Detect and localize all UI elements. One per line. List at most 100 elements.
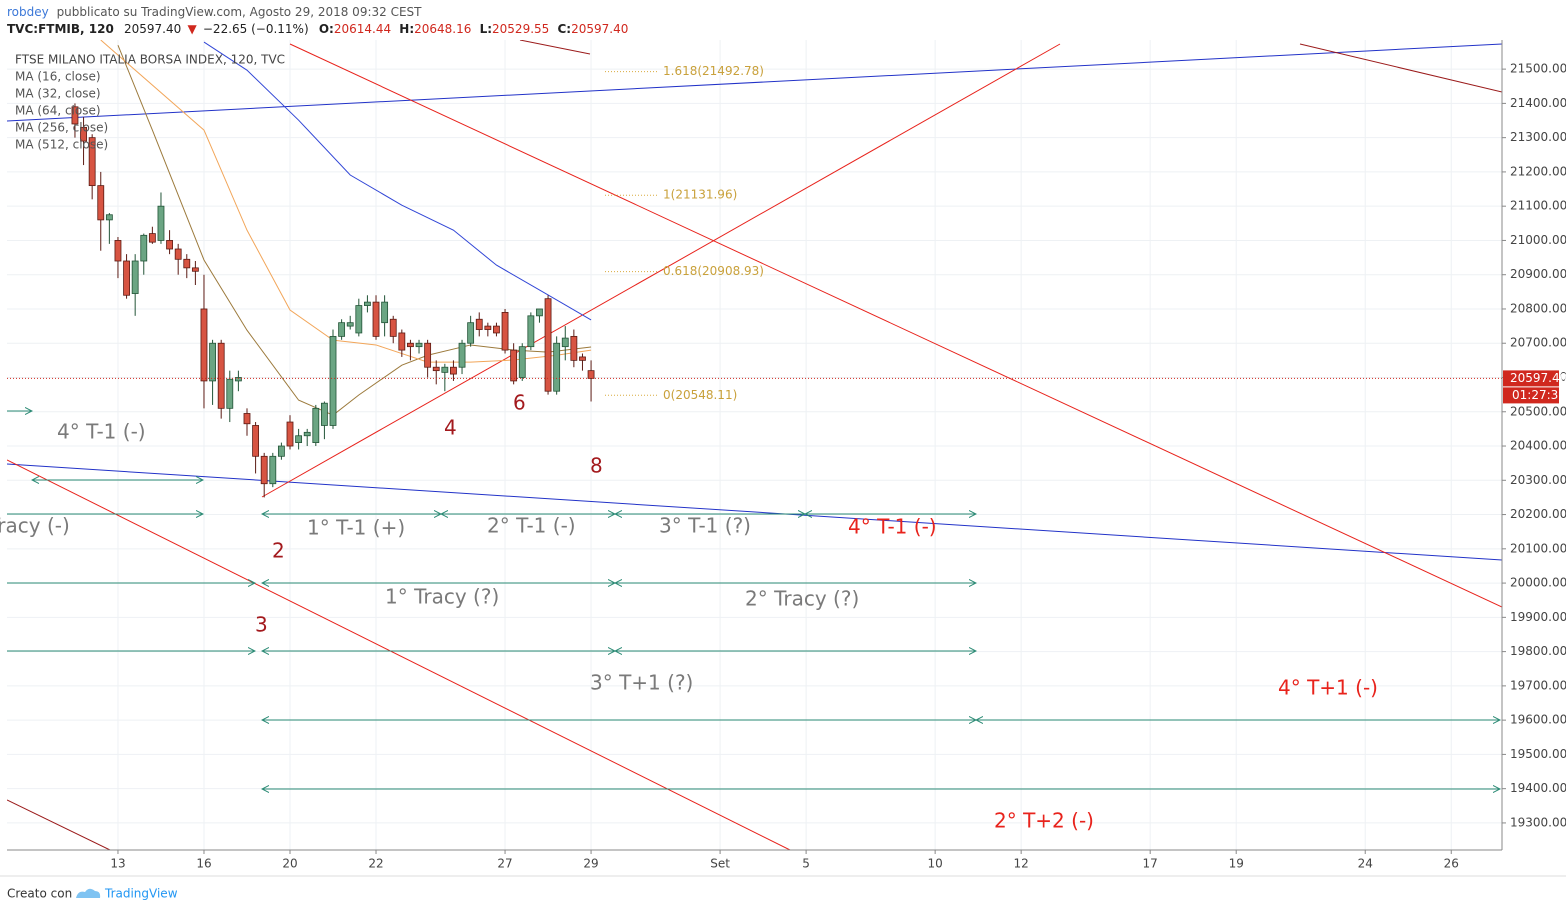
fib-label: 1.618(21492.78) — [663, 64, 764, 78]
x-tick-label: 27 — [497, 857, 512, 871]
annotation: 1° T-1 (+) — [307, 516, 405, 540]
candle-body — [570, 335, 578, 361]
x-tick-label: 5 — [802, 857, 810, 871]
candle-body — [166, 240, 173, 250]
h-label: H: — [399, 22, 414, 36]
published: pubblicato su TradingView.com, Agosto 29… — [57, 5, 423, 19]
candle-body — [389, 318, 397, 337]
candle-body — [398, 332, 406, 351]
trend-line — [7, 43, 1502, 122]
candle-body — [286, 421, 294, 447]
header-line: robdey pubblicato su TradingView.com, Ag… — [7, 5, 422, 19]
candle-body — [484, 325, 492, 330]
x-tick-label: 22 — [368, 857, 383, 871]
trend-line — [519, 40, 591, 55]
candle-body — [475, 318, 483, 330]
annotation: Tracy (-) — [0, 514, 70, 538]
legend-entry: MA (256, close) — [15, 121, 108, 135]
candle-body — [424, 342, 432, 368]
candle-body — [80, 126, 87, 142]
y-tick-label: 19600.00 — [1510, 713, 1566, 727]
candle-body — [200, 308, 208, 382]
grid — [7, 40, 1502, 850]
o-value: 20614.44 — [334, 22, 391, 36]
candle-body — [71, 106, 79, 125]
y-tick-label: 20100.00 — [1510, 541, 1566, 555]
x-tick-label: 26 — [1444, 857, 1459, 871]
y-tick-label: 21300.00 — [1510, 130, 1566, 144]
candle-body — [544, 298, 552, 392]
candle-body — [105, 214, 113, 221]
y-tick-label: 19800.00 — [1510, 644, 1566, 658]
candle-body — [372, 301, 380, 337]
annotation: 2° T+2 (-) — [994, 809, 1094, 833]
x-tick-label: 17 — [1143, 857, 1158, 871]
x-tick-label: 13 — [110, 857, 125, 871]
wave-label: 2 — [272, 539, 285, 563]
y-tick-label: 21100.00 — [1510, 199, 1566, 213]
x-tick-label: 12 — [1014, 857, 1029, 871]
y-tick-label: 21000.00 — [1510, 233, 1566, 247]
l-value: 20529.55 — [492, 22, 549, 36]
candle-body — [312, 407, 320, 444]
x-tick-label: 24 — [1358, 857, 1373, 871]
candle-body — [501, 311, 509, 351]
data-layer — [7, 40, 1502, 498]
l-label: L: — [480, 22, 492, 36]
legend-entry: MA (16, close) — [15, 70, 101, 84]
y-tick-label: 19300.00 — [1510, 815, 1566, 829]
last-price-box — [1503, 370, 1559, 387]
x-tick-label: 10 — [927, 857, 942, 871]
x-tick-label: 19 — [1229, 857, 1244, 871]
candle-body — [338, 322, 346, 337]
annotations: 4° T-1 (-) Tracy (-) 1° T-1 (+) 2° T-1 (… — [0, 391, 1378, 833]
legend-entry: MA (32, close) — [15, 87, 101, 101]
logo — [76, 888, 101, 898]
trend-line — [7, 799, 111, 850]
y-tick-label: 19900.00 — [1510, 610, 1566, 624]
annotation: 1° Tracy (?) — [385, 585, 499, 609]
y-tick-label: 19400.00 — [1510, 781, 1566, 795]
c-value: 20597.40 — [571, 22, 628, 36]
annotation: 3° T+1 (?) — [590, 671, 693, 695]
annotation: 2° Tracy (?) — [745, 587, 859, 611]
candle-body — [450, 366, 457, 375]
chart-title: FTSE MILANO ITALIA BORSA INDEX, 120, TVC — [15, 53, 285, 67]
candle-body — [415, 342, 423, 348]
legend: FTSE MILANO ITALIA BORSA INDEX, 120, TVC… — [15, 53, 285, 152]
trend-line — [7, 463, 1502, 561]
fib-label: 0(20548.11) — [663, 388, 737, 402]
annotation: 3° T-1 (?) — [659, 514, 751, 538]
annotation: 4° T-1 (-) — [848, 515, 937, 539]
trend-line — [7, 459, 791, 850]
x-tick-label: Set — [710, 857, 730, 871]
candle-body — [510, 349, 518, 382]
y-tick-label: 21200.00 — [1510, 164, 1566, 178]
wave-label: 4 — [444, 416, 457, 440]
h-value: 20648.16 — [414, 22, 471, 36]
last-price-label: 20597.40 — [1510, 371, 1566, 385]
annotation: 4° T+1 (-) — [1278, 676, 1378, 700]
candle-body — [260, 455, 268, 485]
candle-body — [432, 366, 440, 372]
trend-line — [1299, 43, 1502, 93]
y-tick-label: 21500.00 — [1510, 62, 1566, 76]
candle-body — [140, 234, 148, 262]
candle-body — [553, 342, 561, 392]
wave-label: 3 — [255, 613, 268, 637]
candle-body — [587, 370, 595, 379]
y-tick-label: 19500.00 — [1510, 747, 1566, 761]
candle-body — [183, 258, 191, 269]
footer-brand[interactable]: TradingView — [104, 887, 178, 901]
candle-body — [536, 308, 543, 317]
candle-body — [191, 267, 199, 272]
candle-body — [148, 233, 156, 243]
y-tick-label: 19700.00 — [1510, 678, 1566, 692]
trend-line — [289, 43, 1502, 608]
change-arrow: ▼ — [187, 22, 197, 36]
legend-entry: MA (64, close) — [15, 104, 101, 118]
candle-body — [226, 378, 234, 409]
candle-body — [364, 301, 371, 306]
candle-body — [123, 260, 130, 296]
candle-body — [320, 402, 328, 426]
